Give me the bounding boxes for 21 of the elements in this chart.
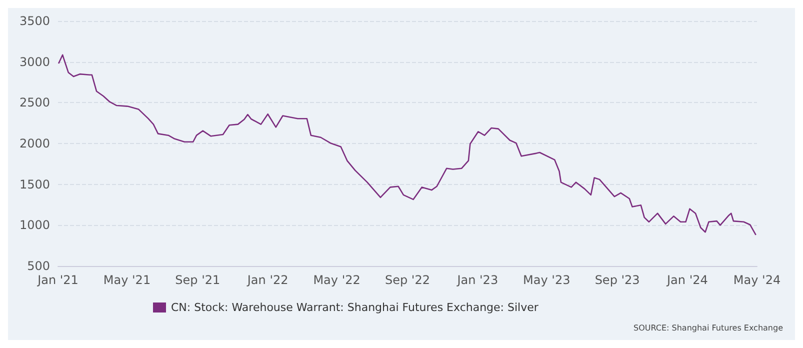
legend-label: CN: Stock: Warehouse Warrant: Shanghai Futures Exchange: Silver bbox=[171, 301, 539, 314]
y-tick-label: 1500 bbox=[19, 177, 50, 192]
x-tick-label: May '22 bbox=[313, 273, 360, 287]
x-tick-label: Jan '24 bbox=[666, 273, 708, 287]
y-tick-label: 500 bbox=[27, 259, 50, 273]
x-tick-label: Sep '21 bbox=[175, 273, 220, 287]
line-series bbox=[58, 54, 756, 236]
y-tick-label: 3000 bbox=[19, 54, 50, 69]
x-tick-label: Sep '22 bbox=[385, 273, 430, 287]
x-tick-label: Jan '22 bbox=[246, 273, 288, 287]
x-tick-label: May '21 bbox=[103, 273, 151, 287]
x-tick-label: May '24 bbox=[733, 273, 781, 287]
x-tick-label: May '23 bbox=[523, 273, 570, 287]
y-tick-label: 1000 bbox=[19, 218, 50, 232]
x-tick-label: Jan '21 bbox=[36, 273, 78, 287]
x-tick-label: Jan '23 bbox=[456, 273, 498, 287]
x-tick-label: Sep '23 bbox=[594, 273, 640, 287]
source-note: SOURCE: Shanghai Futures Exchange bbox=[634, 324, 784, 332]
y-tick-label: 2000 bbox=[19, 136, 50, 150]
y-tick-label: 2500 bbox=[19, 96, 50, 110]
y-tick-label: 3500 bbox=[19, 14, 50, 28]
